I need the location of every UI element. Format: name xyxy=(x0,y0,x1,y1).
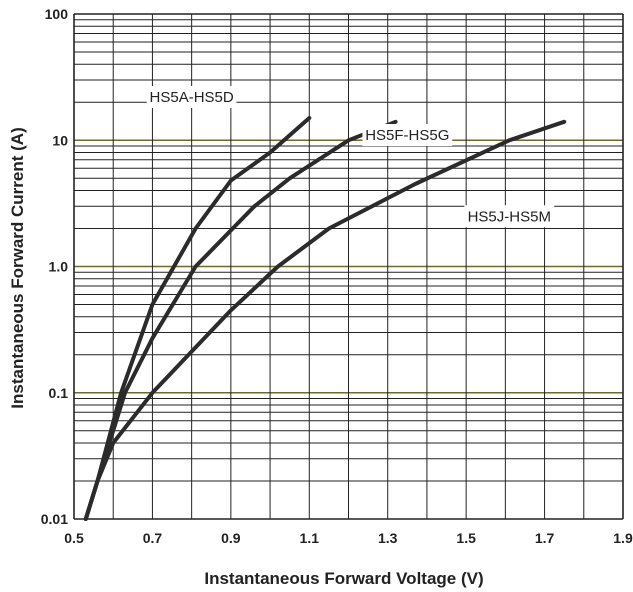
series-label-2: HS5F-HS5G xyxy=(365,127,449,144)
series-label-3: HS5J-HS5M xyxy=(468,208,551,225)
series-labels: HS5A-HS5D HS5F-HS5G HS5J-HS5M xyxy=(146,86,555,228)
y-tick-label: 100 xyxy=(45,6,69,22)
x-tick-label: 0.9 xyxy=(221,530,241,546)
series-label-box-2 xyxy=(362,124,453,147)
x-axis-title: Instantaneous Forward Voltage (V) xyxy=(204,569,483,588)
x-tick-label: 0.7 xyxy=(143,530,163,546)
x-tick-label: 1.5 xyxy=(456,530,476,546)
y-tick-label: 1.0 xyxy=(49,259,69,275)
x-tick-label: 1.3 xyxy=(378,530,398,546)
series-label-1: HS5A-HS5D xyxy=(150,89,234,106)
y-tick-label: 0.01 xyxy=(41,511,68,527)
series-label-box-3 xyxy=(464,205,555,228)
y-tick-label: 0.1 xyxy=(49,385,69,401)
series-curve-3 xyxy=(83,119,567,521)
curves xyxy=(83,116,567,521)
x-tick-label: 1.7 xyxy=(535,530,555,546)
series-curve-2 xyxy=(83,119,398,521)
y-tick-label: 10 xyxy=(52,132,68,148)
x-tick-label: 1.1 xyxy=(300,530,320,546)
y-axis-title: Instantaneous Forward Current (A) xyxy=(8,127,27,408)
x-tick-label: 0.5 xyxy=(64,530,84,546)
series-label-box-1 xyxy=(146,86,237,109)
tick-labels: 0.5 0.7 0.9 1.1 1.3 1.5 1.7 1.9 0.01 0.1 1.0 10 100 xyxy=(41,6,633,546)
x-tick-label: 1.9 xyxy=(613,530,633,546)
